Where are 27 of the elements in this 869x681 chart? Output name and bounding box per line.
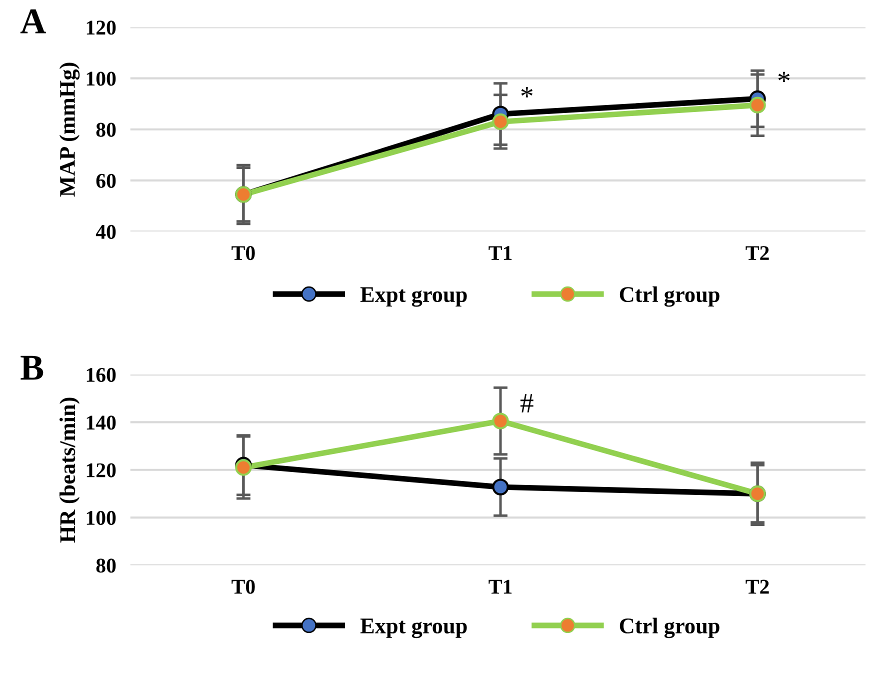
y-tick-label: 140 xyxy=(86,416,116,430)
y-tick-label: 120 xyxy=(86,20,116,35)
legend-label: Ctrl group xyxy=(620,286,720,307)
x-tick-label: T2 xyxy=(746,580,769,594)
legend-label: Ctrl group xyxy=(620,618,720,638)
x-tick-label: T0 xyxy=(232,580,255,594)
annotation: * xyxy=(778,72,790,82)
legend-label: Expt group xyxy=(360,287,467,307)
x-tick-label: T1 xyxy=(488,246,512,260)
y-axis-title: MAP (mmHg) xyxy=(59,62,80,197)
x-tick-label: T1 xyxy=(488,580,512,594)
y-tick-label: 100 xyxy=(86,510,116,525)
annotation: * xyxy=(521,87,533,98)
annotation: # xyxy=(520,394,534,412)
x-tick-label: T0 xyxy=(232,246,255,260)
chart-title: B xyxy=(20,356,44,380)
y-tick-label: 80 xyxy=(96,558,116,573)
y-axis-title: HR (beats/min) xyxy=(60,398,80,543)
y-tick-label: 40 xyxy=(96,224,116,239)
y-tick-label: 160 xyxy=(86,368,116,382)
y-tick-label: 80 xyxy=(96,122,116,137)
y-tick-label: 100 xyxy=(86,72,116,86)
y-tick-label: 60 xyxy=(96,174,116,188)
y-tick-label: 120 xyxy=(86,463,116,478)
x-tick-label: T2 xyxy=(746,246,769,260)
legend-label: Expt group xyxy=(360,618,467,638)
chart-title: A xyxy=(20,9,46,34)
